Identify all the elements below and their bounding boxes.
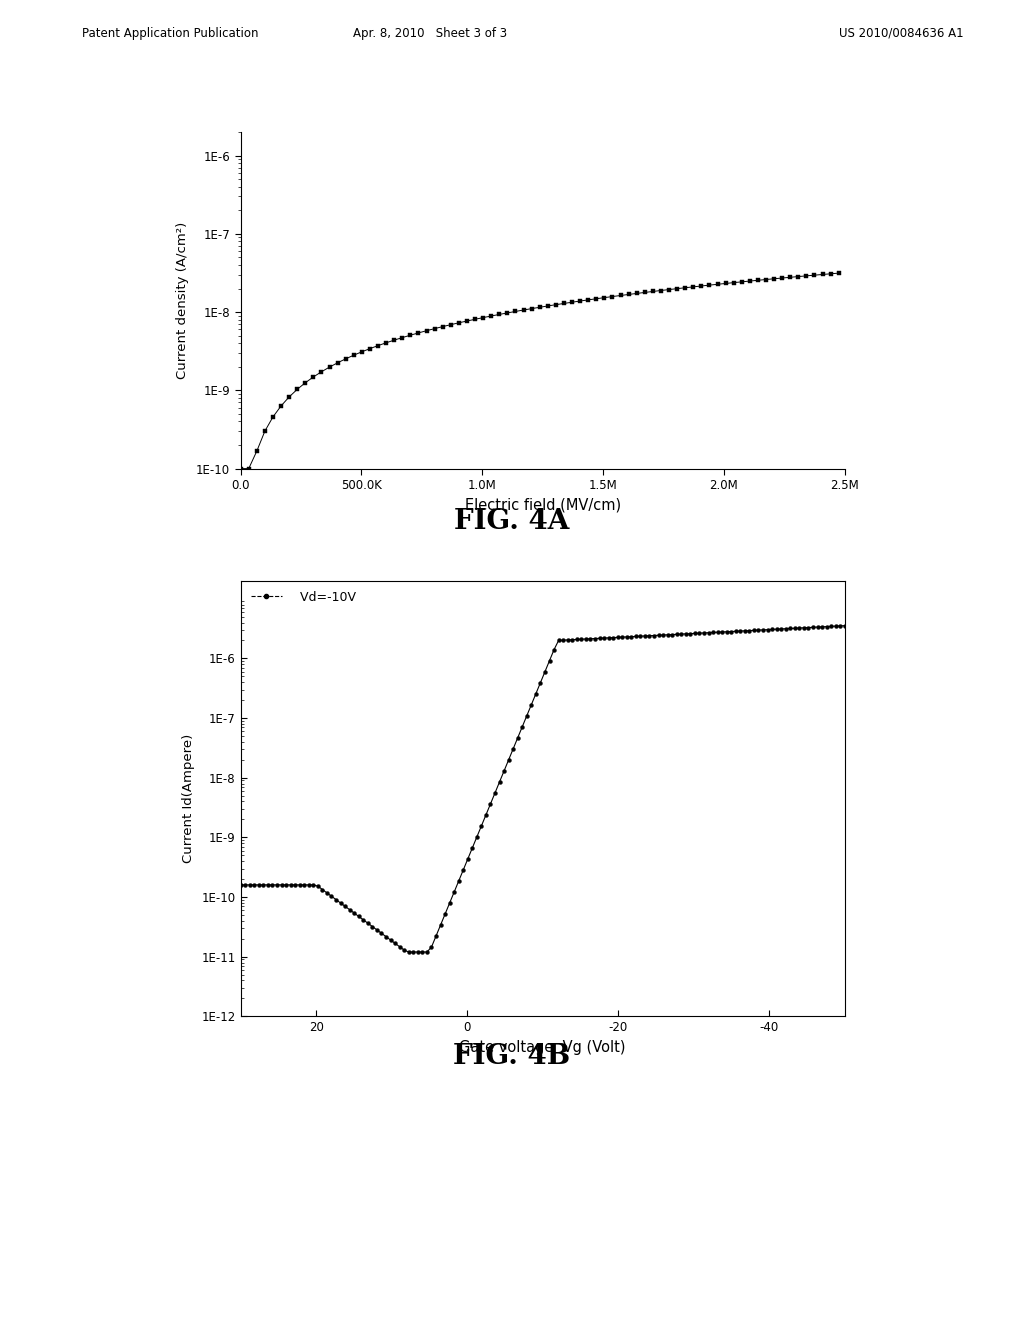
Text: FIG. 4B: FIG. 4B	[454, 1043, 570, 1069]
Legend:   Vd=-10V: Vd=-10V	[247, 587, 359, 607]
Text: Apr. 8, 2010   Sheet 3 of 3: Apr. 8, 2010 Sheet 3 of 3	[353, 26, 507, 40]
Text: US 2010/0084636 A1: US 2010/0084636 A1	[839, 26, 964, 40]
X-axis label: Gate voltage  Vg (Volt): Gate voltage Vg (Volt)	[460, 1040, 626, 1055]
Text: FIG. 4A: FIG. 4A	[455, 508, 569, 535]
Y-axis label: Current Id(Ampere): Current Id(Ampere)	[181, 734, 195, 863]
Text: Patent Application Publication: Patent Application Publication	[82, 26, 258, 40]
Y-axis label: Current density (A/cm²): Current density (A/cm²)	[176, 222, 189, 379]
X-axis label: Electric field (MV/cm): Electric field (MV/cm)	[465, 498, 621, 512]
